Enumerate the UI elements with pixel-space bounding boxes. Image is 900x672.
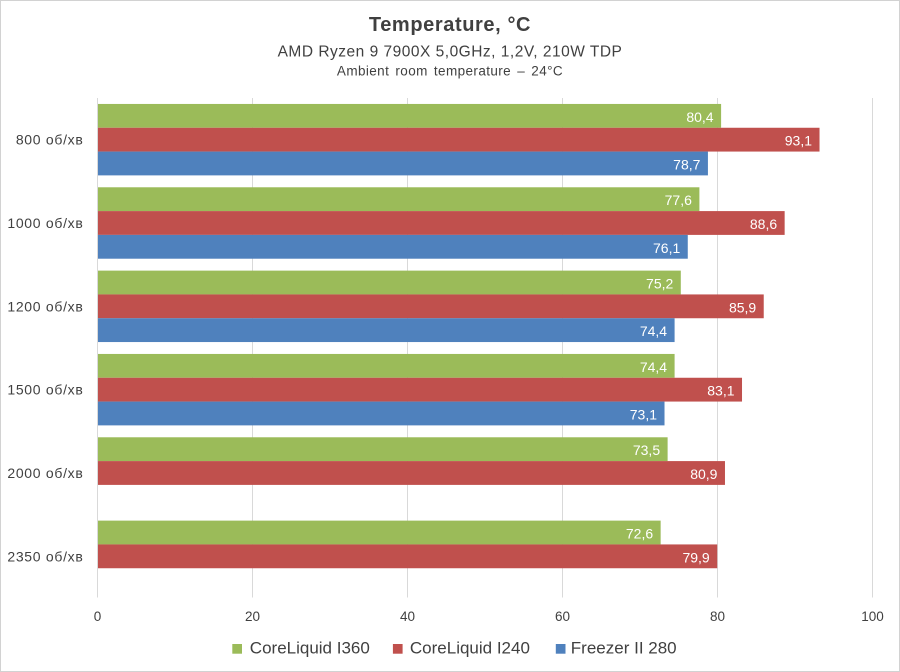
svg-text:20: 20 [245,609,260,624]
svg-text:74,4: 74,4 [640,323,667,339]
svg-text:800 об/хв: 800 об/хв [16,132,84,148]
svg-text:80,9: 80,9 [690,466,717,482]
svg-text:72,6: 72,6 [626,526,653,542]
svg-text:Temperature, °C: Temperature, °C [369,14,531,36]
svg-text:85,9: 85,9 [729,299,756,315]
svg-text:0: 0 [94,609,102,624]
svg-text:80,4: 80,4 [686,109,713,125]
svg-text:74,4: 74,4 [640,359,667,375]
svg-text:77,6: 77,6 [665,192,692,208]
svg-text:100: 100 [861,609,884,624]
svg-text:CoreLiquid I360: CoreLiquid I360 [250,639,370,658]
svg-text:AMD Ryzen 9 7900X 5,0GHz, 1,2V: AMD Ryzen 9 7900X 5,0GHz, 1,2V, 210W TDP [278,44,623,61]
svg-text:73,5: 73,5 [633,442,660,458]
svg-text:73,1: 73,1 [630,406,657,422]
svg-text:75,2: 75,2 [646,276,673,292]
svg-text:93,1: 93,1 [785,133,812,149]
svg-text:1000 об/хв: 1000 об/хв [7,215,83,231]
svg-text:40: 40 [400,609,415,624]
svg-text:80: 80 [710,609,725,624]
svg-text:83,1: 83,1 [707,383,734,399]
svg-text:CoreLiquid I240: CoreLiquid I240 [410,639,530,658]
svg-text:79,9: 79,9 [682,549,709,565]
svg-text:76,1: 76,1 [653,240,680,256]
svg-text:Ambient room temperature – 24°: Ambient room temperature – 24°C [337,64,563,79]
svg-text:1200 об/хв: 1200 об/хв [7,298,83,314]
svg-text:Freezer II 280: Freezer II 280 [571,639,677,658]
svg-text:1500 об/хв: 1500 об/хв [7,382,83,398]
svg-text:88,6: 88,6 [750,216,777,232]
svg-text:2350 об/хв: 2350 об/хв [7,548,83,564]
svg-text:60: 60 [555,609,570,624]
svg-text:78,7: 78,7 [673,156,700,172]
svg-text:2000 об/хв: 2000 об/хв [7,465,83,481]
